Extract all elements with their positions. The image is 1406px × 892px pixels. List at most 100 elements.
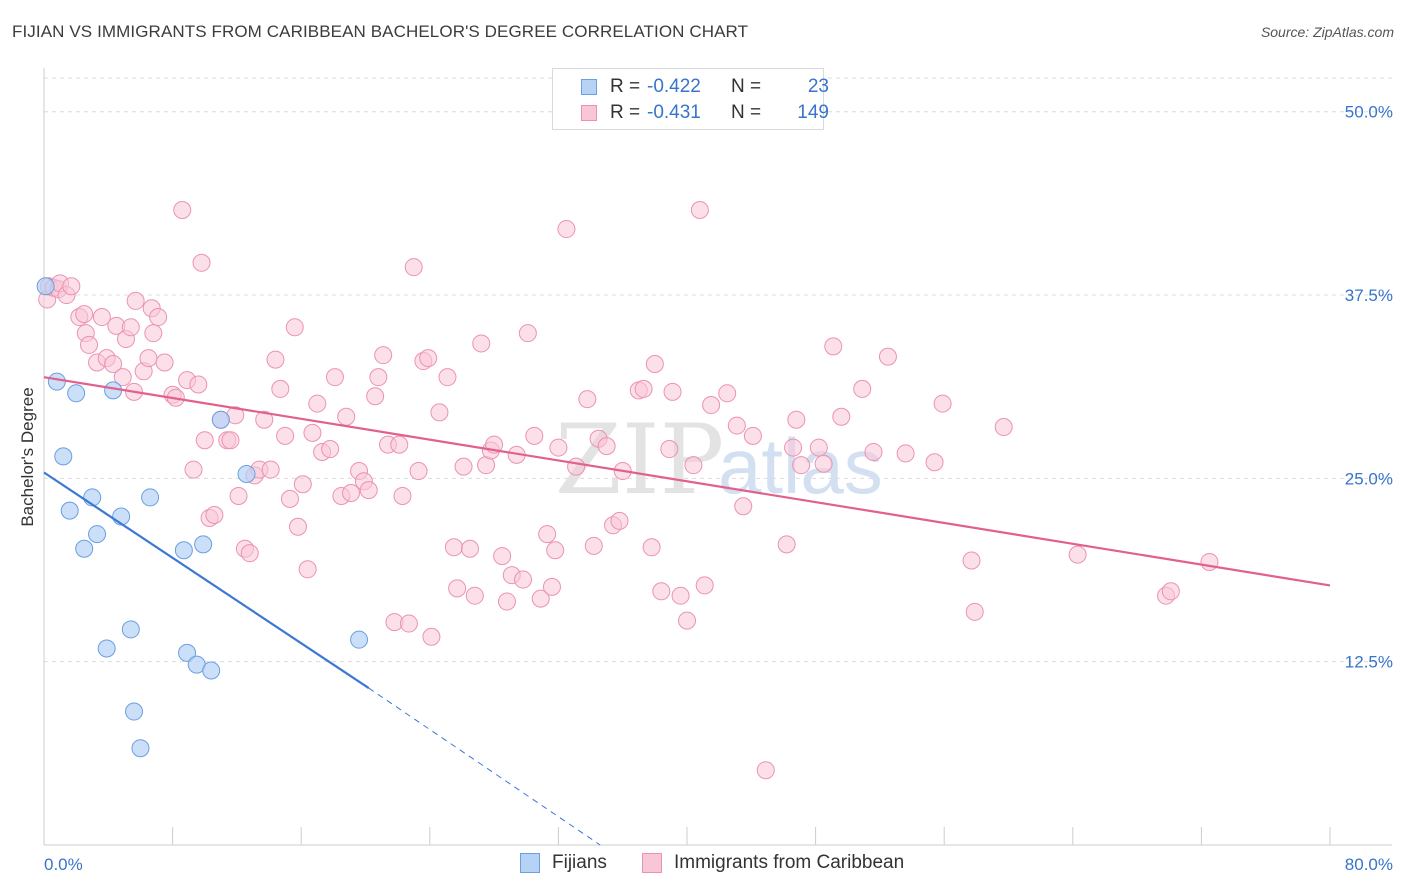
caribbean-point [62,277,81,296]
caribbean-point [255,410,274,429]
caribbean-point [121,318,140,337]
fijian-trend-line [43,471,370,689]
caribbean-point [690,200,709,219]
caribbean-point [399,614,418,633]
fijian-point [47,372,66,391]
source-label: Source: ZipAtlas.com [1260,24,1394,40]
caribbean-point [678,611,696,630]
caribbean-point [663,382,682,401]
caribbean-point [422,627,441,646]
caribbean-point [538,525,557,544]
caribbean-point [864,442,883,461]
fijian-point [131,739,150,758]
caribbean-point [493,547,512,566]
caribbean-point [702,396,721,415]
x-tick-label-min: 0.0% [44,855,83,874]
fijian-trend-extension [368,687,601,846]
caribbean-point [962,551,981,570]
fijians-swatch [581,79,597,95]
caribbean-trend-line [43,376,1331,587]
caribbean-point [337,407,356,426]
caribbean-point [824,337,843,356]
caribbean-point [660,440,679,459]
legend-box: R = -0.422 N = 23 R = -0.431 N = 149 [552,68,829,130]
caribbean-point [896,444,915,463]
caribbean-point [597,437,616,456]
caribbean-point [525,426,544,445]
caribbean-point [366,387,385,406]
caribbean-swatch [581,105,597,121]
caribbean-point [472,334,491,353]
caribbean-point [671,586,690,605]
caribbean-point [809,438,828,457]
caribbean-point [465,586,484,605]
grid-lines [44,77,1392,663]
caribbean-point [139,349,158,368]
caribbean-point [734,497,753,516]
fijian-point [88,525,107,544]
fijian-points [36,277,369,758]
caribbean-point [369,368,388,387]
caribbean-point [784,438,803,457]
caribbean-point [514,570,533,589]
chart-title: FIJIAN VS IMMIGRANTS FROM CARIBBEAN BACH… [12,22,749,41]
caribbean-point [276,426,295,445]
caribbean-point [409,462,428,481]
caribbean-point [240,544,259,563]
fijian-point [67,384,86,403]
caribbean-point [557,220,576,239]
tick-labels: 12.5% 25.0% 37.5% 50.0% 0.0% 80.0% [44,103,1393,874]
caribbean-point [221,431,240,450]
caribbean-point [584,536,603,555]
caribbean-point [497,592,516,611]
caribbean-point [994,418,1013,437]
caribbean-point [454,457,473,476]
caribbean-point [404,258,423,277]
caribbean-point [374,346,393,365]
caribbean-point [792,456,811,475]
r-label: R = [610,102,641,123]
caribbean-point [321,440,340,459]
caribbean-point [271,379,290,398]
fijian-point [350,630,369,649]
caribbean-point [280,489,299,508]
fijians-n-value: 23 [807,76,829,97]
caribbean-point [393,486,412,505]
caribbean-point [390,435,409,454]
caribbean-point [104,354,123,373]
caribbean-point [75,305,94,324]
caribbean-point [965,602,984,621]
caribbean-point [342,484,361,503]
caribbean-point [293,475,312,494]
caribbean-point [695,576,714,595]
caribbean-point [634,379,653,398]
fijian-point [97,639,116,658]
fijian-point [75,539,94,558]
caribbean-legend-label: Immigrants from Caribbean [674,852,905,873]
caribbean-n-value: 149 [797,102,829,123]
fijian-point [141,488,160,507]
caribbean-point [546,541,565,560]
caribbean-point [787,410,806,429]
fijian-point [194,535,213,554]
caribbean-point [192,253,211,272]
caribbean-point [92,308,111,327]
caribbean-point [144,324,163,343]
caribbean-point [448,579,467,598]
caribbean-point [518,324,537,343]
caribbean-point [205,506,224,525]
fijian-point [237,464,256,483]
caribbean-point [531,589,550,608]
fijian-point [36,277,55,296]
caribbean-point [229,486,248,505]
caribbean-point [325,368,344,387]
caribbean-point [853,379,872,398]
caribbean-point [718,384,737,403]
caribbean-point [184,460,203,479]
caribbean-point [777,535,796,554]
y-tick-label: 37.5% [1345,286,1393,305]
caribbean-point [832,407,851,426]
caribbean-point [1161,582,1180,601]
caribbean-point [814,454,833,473]
